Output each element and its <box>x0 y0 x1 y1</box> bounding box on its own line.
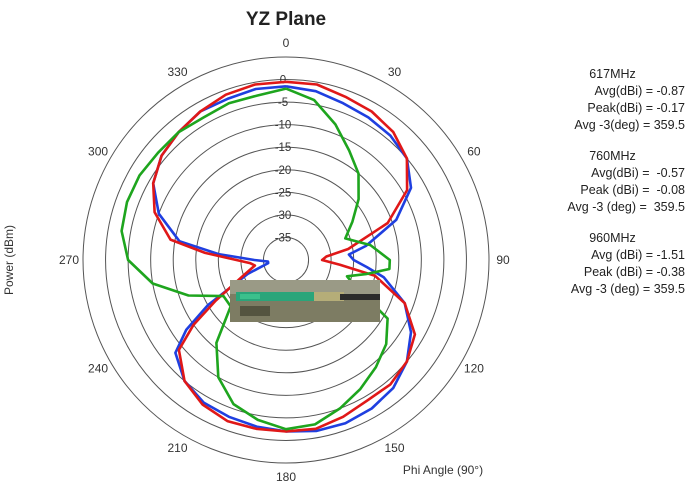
stat-line: Avg (dBi) = -1.51 <box>591 248 685 262</box>
radial-tick-label: -15 <box>275 142 292 154</box>
angle-tick-label: 90 <box>496 253 510 267</box>
radial-axis-label: Power (dBm) <box>2 225 16 295</box>
series-line-960mhz <box>120 87 392 431</box>
angle-tick-label: 30 <box>388 65 402 79</box>
radial-tick-label: -20 <box>275 165 292 177</box>
polar-grid <box>82 56 490 464</box>
stat-line: Avg(dBi) = -0.57 <box>591 166 685 180</box>
series-layer <box>120 80 417 433</box>
stat-line: Peak (dBi) = -0.08 <box>580 183 685 197</box>
stat-line: Peak(dBi) = -0.17 <box>587 101 685 115</box>
angle-tick-label: 330 <box>167 65 187 79</box>
angle-tick-label: 120 <box>464 362 484 376</box>
angle-tick-label: 60 <box>467 145 481 159</box>
grid-ring <box>105 79 467 441</box>
stats-960: 960MHz Avg (dBi) = -1.51 Peak (dBi) = -0… <box>510 230 685 298</box>
radial-tick-label: -5 <box>278 97 288 109</box>
stat-line: Avg -3(deg) = 359.5 <box>574 118 685 132</box>
angle-tick-label: 0 <box>283 36 290 50</box>
angle-tick-label: 270 <box>59 253 79 267</box>
angular-axis-label: Phi Angle (90°) <box>403 463 483 477</box>
stat-line: Peak (dBi) = -0.38 <box>583 265 685 279</box>
stats-617-header: 617MHz <box>589 67 636 81</box>
stat-line: Avg(dBi) = -0.87 <box>594 84 685 98</box>
angle-tick-label: 210 <box>167 441 187 455</box>
angle-tick-label: 150 <box>384 441 404 455</box>
grid-ring <box>195 169 377 351</box>
stats-617: 617MHz Avg(dBi) = -0.87 Peak(dBi) = -0.1… <box>510 66 685 134</box>
chart-title: YZ Plane <box>246 9 326 30</box>
radial-tick-labels: 0 -5 -10 -15 -20 -25 -30 -35 <box>275 75 292 245</box>
stats-760: 760MHz Avg(dBi) = -0.57 Peak (dBi) = -0.… <box>510 148 685 216</box>
radial-tick-label: -35 <box>275 232 292 244</box>
series-line-760mhz <box>151 80 417 433</box>
stats-760-header: 760MHz <box>589 149 636 163</box>
antenna-photo <box>230 280 380 322</box>
radial-tick-label: 0 <box>280 75 286 87</box>
stat-line: Avg -3 (deg) = 359.5 <box>570 282 685 296</box>
stat-line: Avg -3 (deg) = 359.5 <box>567 200 685 214</box>
angle-tick-label: 240 <box>88 362 108 376</box>
angle-tick-label: 180 <box>276 470 296 484</box>
grid-ring <box>82 56 490 464</box>
series-line-617mhz <box>151 85 413 433</box>
radial-tick-label: -25 <box>275 187 292 199</box>
radial-tick-label: -10 <box>275 120 292 132</box>
stats-960-header: 960MHz <box>589 231 636 245</box>
angle-tick-labels: 0 30 60 90 120 150 180 210 240 270 300 330 <box>59 36 510 484</box>
grid-ring <box>172 146 400 374</box>
grid-ring <box>150 124 422 396</box>
radial-tick-label: -30 <box>275 210 292 222</box>
angle-tick-label: 300 <box>88 145 108 159</box>
